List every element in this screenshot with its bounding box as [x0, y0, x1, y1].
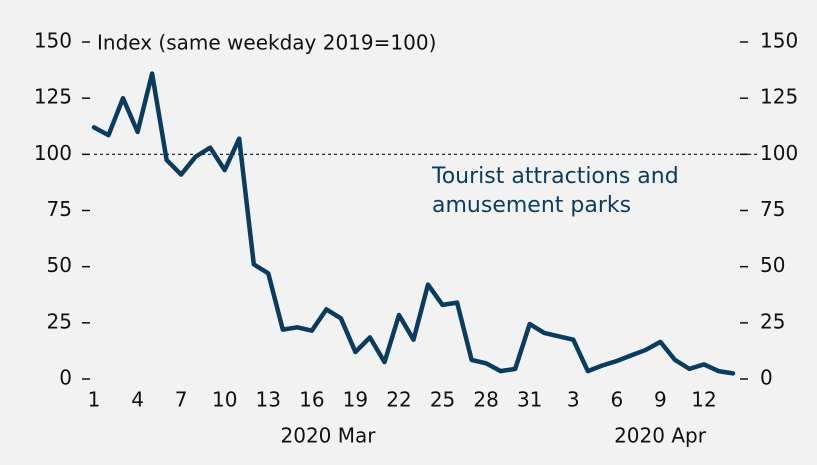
y2-tick-label: 150 [760, 29, 798, 53]
x-group-label: 2020 Apr [614, 424, 707, 448]
x-tick-label: 31 [517, 388, 542, 412]
y-tick-label: 50 [47, 253, 72, 277]
chart-title: Index (same weekday 2019=100) [97, 31, 436, 55]
series-label: Tourist attractions and amusement parks [432, 164, 679, 218]
y2-tick-label: 75 [760, 197, 785, 221]
y2-tick-label: 50 [760, 253, 785, 277]
y-tick-label: 25 [47, 309, 72, 333]
x-tick-label: 7 [175, 388, 188, 412]
y-tick-label: 75 [47, 197, 72, 221]
x-tick-label: 19 [343, 388, 368, 412]
y2-tick-label: 0 [760, 366, 773, 390]
y2-tick-label: 125 [760, 85, 798, 109]
x-tick-label: 1 [88, 388, 101, 412]
x-group-label: 2020 Mar [281, 424, 377, 448]
x-tick-label: 16 [299, 388, 324, 412]
y-tick-label: 125 [34, 85, 72, 109]
x-tick-label: 12 [691, 388, 716, 412]
x-tick-label: 22 [386, 388, 411, 412]
x-tick-label: 9 [654, 388, 667, 412]
x-tick-label: 13 [256, 388, 281, 412]
y-tick-label: 150 [34, 29, 72, 53]
x-tick-label: 6 [610, 388, 623, 412]
y-tick-label: 0 [59, 366, 72, 390]
x-tick-label: 25 [430, 388, 455, 412]
y2-tick-label: 25 [760, 309, 785, 333]
x-tick-label: 28 [473, 388, 498, 412]
x-tick-label: 3 [567, 388, 580, 412]
y-tick-label: 100 [34, 141, 72, 165]
x-tick-label: 10 [212, 388, 237, 412]
series-line [91, 71, 736, 376]
y2-tick-label: 100 [760, 141, 798, 165]
x-tick-label: 4 [131, 388, 144, 412]
